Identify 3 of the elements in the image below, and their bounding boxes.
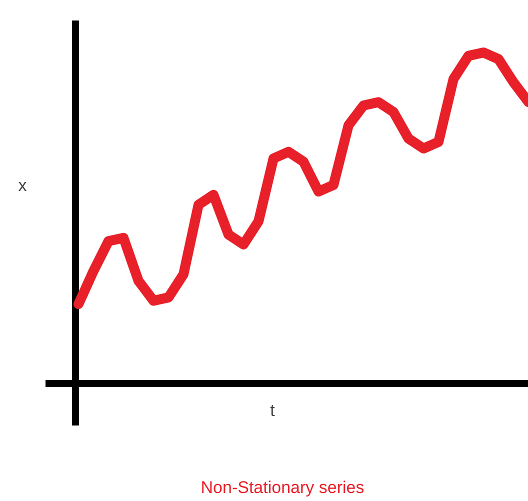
- text: Non-Stationary series: [200, 478, 364, 497]
- y-axis-title: x: [18, 176, 28, 195]
- x-axis-title: t: [270, 401, 276, 420]
